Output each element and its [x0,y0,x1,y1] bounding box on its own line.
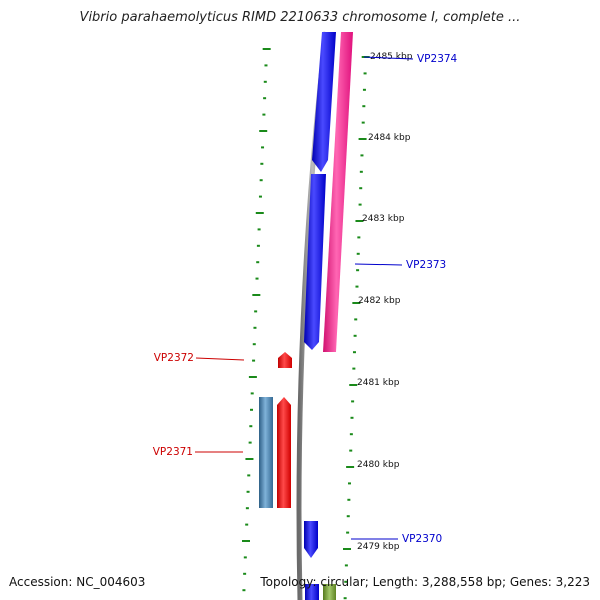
scale-tick [261,146,265,149]
scale-tick [361,121,365,124]
scale-tick [356,269,360,272]
gene-label-vp2374[interactable]: VP2374 [417,53,458,65]
scale-label: 2479 kbp [357,542,400,552]
scale-tick [263,80,267,83]
scale-tick [252,343,256,346]
scale-tick [248,376,257,378]
map-title: Vibrio parahaemolyticus RIMD 2210633 chr… [79,10,521,25]
scale-tick [358,203,362,206]
pink-feature-track [323,32,353,352]
scale-tick [343,597,347,600]
scale-tick [259,130,268,132]
scale-tick [347,482,351,485]
scale-tick [346,515,350,518]
scale-tick [353,334,357,337]
scale-tick [242,540,250,542]
scale-tick [343,548,351,550]
scale-tick [254,310,258,313]
scale-tick [355,220,364,222]
scale-tick [357,236,361,239]
scale-tick [349,433,353,436]
scale-tick [359,187,363,190]
scale-tick [356,252,360,255]
scale-tick [249,425,253,428]
scale-tick [246,490,250,493]
scale-tick [347,498,351,501]
gene-leader-line [363,56,414,60]
scale-tick [259,179,263,182]
scale-tick [247,474,251,477]
scale-label: 2483 kbp [362,214,405,224]
scale-tick [248,441,252,444]
scale-label: 2481 kbp [357,378,400,388]
scale-tick [250,408,254,411]
scale-tick [363,72,367,75]
scale-tick [352,367,356,370]
scale-tick [258,195,262,198]
gene-leader-line [195,357,245,361]
scale-tick [263,97,267,100]
accession-text: Accession: NC_004603 [9,575,146,589]
gene-vp2373-shape [304,174,326,350]
scale-tick [245,523,249,526]
scale-tick [352,302,361,304]
scale-tick [359,170,363,173]
scale-tick [262,48,271,50]
scale-tick [255,212,264,214]
scale-tick [344,564,348,567]
scale-label: 2482 kbp [358,296,401,306]
scale-tick [349,384,358,386]
scale-tick [358,138,367,140]
topology-summary: Topology: circular; Length: 3,288,558 bp… [260,575,590,589]
scale-label: 2485 kbp [370,52,413,62]
scale-tick [245,458,254,460]
scale-tick [256,261,260,264]
gene-label-vp2373[interactable]: VP2373 [406,259,446,271]
gene-vp2370-shape [304,521,318,558]
scale-tick [243,556,247,559]
gene-vp2372-shape [278,352,292,368]
scale-tick [242,589,246,592]
scale-tick [250,392,254,395]
scale-tick [264,64,268,67]
scale-label: 2484 kbp [368,133,411,143]
gene-label-vp2371[interactable]: VP2371 [153,446,193,458]
scale-tick [360,154,364,157]
scale-tick [344,580,348,583]
scale-tick [253,326,257,329]
scale-tick [362,88,366,91]
scale-tick [346,466,355,468]
scale-tick [243,572,247,575]
gene-vp2371-shape [277,397,291,508]
scale-tick [256,244,260,247]
scale-tick [351,400,355,403]
scale-tick [350,416,354,419]
scale-tick [352,351,356,354]
scale-label: 2480 kbp [357,460,400,470]
scale-tick [255,277,259,280]
gene-labels: VP2374 VP2373 VP2372 VP2371 VP2370 [153,53,458,545]
scale-tick [245,507,249,510]
scale-tick [257,228,261,231]
gene-vp2374-shape [312,32,336,172]
gene-label-vp2370[interactable]: VP2370 [402,533,442,545]
scale-tick [362,105,366,108]
bottom-olive-feature [323,584,336,600]
scale-tick [349,449,353,452]
scale-tick [252,359,256,362]
scale-tick [262,113,266,116]
bottom-blue-feature [305,584,319,600]
scale-tick [252,294,261,296]
scale-tick [354,318,358,321]
gene-label-vp2372[interactable]: VP2372 [154,352,194,364]
scale-tick [260,162,264,165]
gene-leader-line [354,263,403,266]
scale-tick [355,285,359,288]
scale-ticks [242,48,370,600]
scale-labels: 2485 kbp 2484 kbp 2483 kbp 2482 kbp 2481 kbp… [357,52,413,552]
scale-tick [346,531,350,534]
steel-feature-shape [259,397,273,508]
